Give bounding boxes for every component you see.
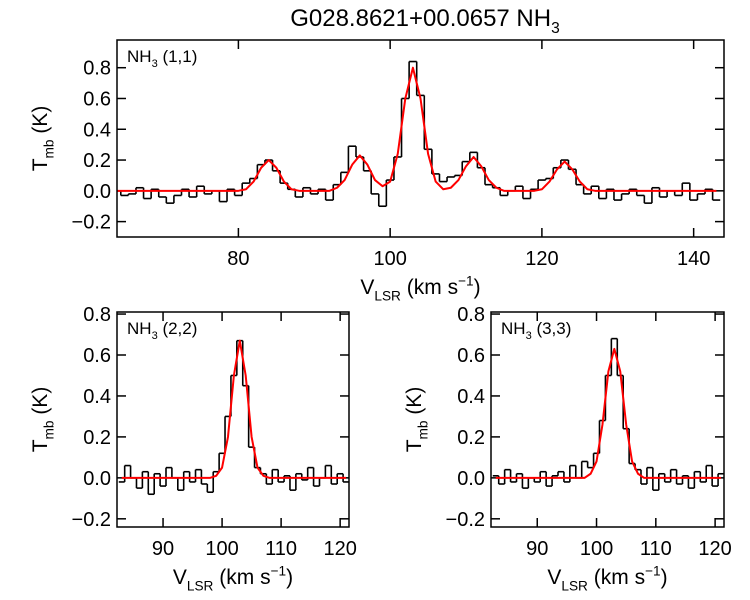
- panel-label-part: (3,3): [532, 319, 572, 338]
- y-axis-label: Tmb (K): [403, 387, 430, 453]
- x-axis-label-part: V: [173, 566, 187, 589]
- x-axis-label-part: (km s: [401, 276, 458, 299]
- panel-label-part: (2,2): [158, 319, 198, 338]
- x-tick-label: 140: [677, 248, 710, 270]
- fit-line: [117, 66, 717, 192]
- x-tick-label: 110: [640, 538, 672, 560]
- x-axis-label-part: (km s: [213, 566, 270, 589]
- y-tick-label: 0.8: [457, 304, 485, 326]
- x-axis-label: VLSR (km s−1): [360, 274, 480, 304]
- x-tick-label: 120: [323, 538, 356, 560]
- x-axis-label-part: LSR: [374, 288, 401, 303]
- y-tick-label: 0.4: [83, 119, 111, 141]
- y-tick-label: −0.2: [72, 509, 111, 531]
- x-axis-label-part: LSR: [187, 578, 214, 593]
- x-tick-label: 80: [227, 248, 249, 270]
- x-axis-label-part: LSR: [561, 578, 588, 593]
- y-tick-label: 0.0: [83, 468, 111, 490]
- y-tick-label: 0.4: [83, 386, 111, 408]
- y-axis-label-part: mb: [415, 420, 430, 439]
- x-tick-label: 120: [525, 248, 558, 270]
- y-tick-label: 0.2: [83, 427, 111, 449]
- x-tick-label: 90: [152, 538, 174, 560]
- plot-frame: [116, 311, 350, 528]
- x-tick-label: 100: [373, 248, 406, 270]
- x-tick-label: 100: [205, 538, 238, 560]
- x-axis-label-part: V: [360, 276, 374, 299]
- y-tick-label: 0.0: [457, 468, 485, 490]
- x-axis-label-part: −1: [458, 274, 474, 289]
- y-tick-label: 0.6: [83, 345, 111, 367]
- x-tick-label: 110: [265, 538, 297, 560]
- x-axis-label-part: V: [547, 566, 561, 589]
- panel-label: NH3 (1,1): [127, 47, 197, 70]
- plot-frame: [490, 311, 725, 528]
- y-tick-label: 0.8: [83, 58, 111, 80]
- x-axis-label-part: ): [474, 276, 481, 299]
- x-axis-label-part: −1: [645, 564, 661, 579]
- y-tick-label: 0.6: [457, 345, 485, 367]
- panel-label-part: NH: [501, 319, 526, 338]
- y-axis-label-part: (K): [29, 106, 52, 140]
- plot-area: [117, 60, 721, 208]
- y-axis-label-part: (K): [403, 387, 426, 421]
- y-tick-label: 0.2: [457, 427, 485, 449]
- y-axis-label-part: T: [29, 158, 52, 171]
- y-axis-label-part: mb: [41, 420, 56, 439]
- y-tick-label: −0.2: [72, 212, 111, 234]
- y-axis-label-part: T: [29, 439, 52, 452]
- y-tick-label: 0.2: [83, 150, 111, 172]
- y-tick-label: 0.6: [83, 88, 111, 110]
- x-tick-label: 100: [580, 538, 613, 560]
- x-axis-label: VLSR (km s−1): [547, 564, 667, 594]
- x-axis-label-part: ): [661, 566, 668, 589]
- panel-label: NH3 (3,3): [501, 319, 571, 342]
- panel-label-part: NH: [127, 319, 152, 338]
- panel-label-part: 3: [526, 330, 532, 342]
- x-axis-label-part: (km s: [588, 566, 645, 589]
- panel-label-part: 3: [152, 330, 158, 342]
- x-tick-label: 90: [526, 538, 548, 560]
- x-tick-label: 120: [698, 538, 731, 560]
- fit-line: [495, 347, 722, 479]
- y-axis-label-part: mb: [41, 139, 56, 158]
- x-axis-label: VLSR (km s−1): [173, 564, 293, 594]
- x-axis-label-part: −1: [271, 564, 287, 579]
- y-tick-label: −0.2: [446, 509, 485, 531]
- figure-title-part: G028.8621+00.0657 NH: [290, 5, 551, 32]
- y-tick-label: 0.4: [457, 386, 485, 408]
- figure-title-part: 3: [551, 20, 560, 37]
- y-axis-label-part: (K): [29, 387, 52, 421]
- plot-frame: [116, 39, 725, 238]
- y-tick-label: 0.0: [83, 181, 111, 203]
- y-axis-label: Tmb (K): [29, 387, 56, 453]
- x-axis-label-part: ): [286, 566, 293, 589]
- panel-label-part: 3: [152, 58, 158, 70]
- y-axis-label-part: T: [403, 439, 426, 452]
- figure-title: G028.8621+00.0657 NH3: [290, 5, 560, 37]
- panel-label-part: NH: [127, 47, 152, 66]
- plot-area: [118, 339, 349, 496]
- panel-label: NH3 (2,2): [127, 319, 197, 342]
- y-axis-label: Tmb (K): [29, 106, 56, 172]
- panel-label-part: (1,1): [158, 47, 198, 66]
- plot-area: [492, 337, 724, 491]
- fit-line: [121, 339, 347, 479]
- y-tick-label: 0.8: [83, 304, 111, 326]
